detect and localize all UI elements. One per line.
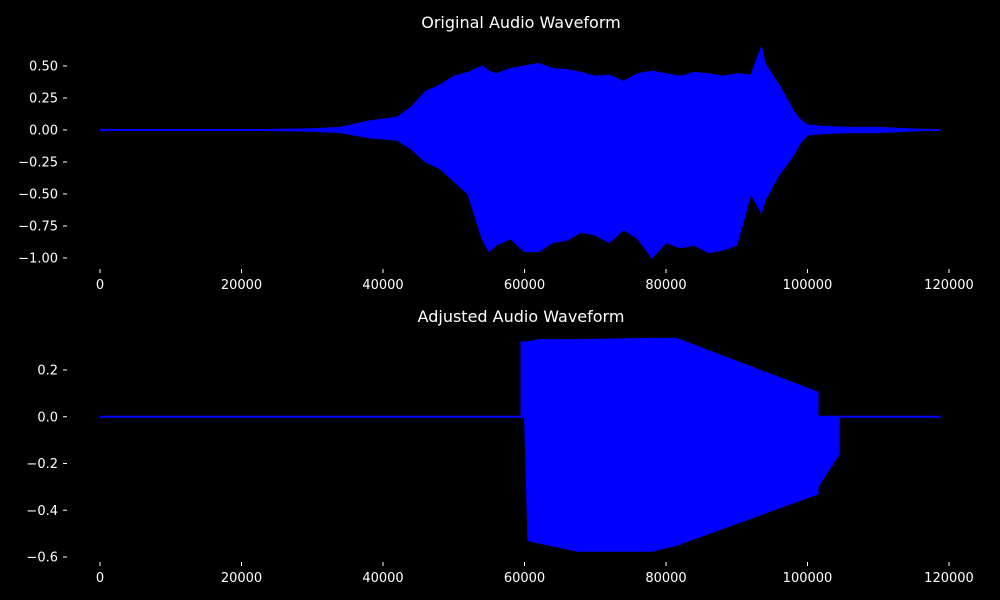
original-x-axis: 0 20000 40000 60000 80000 100000 120000	[96, 269, 974, 293]
adjusted-x-tick-label: 40000	[362, 571, 403, 586]
adjusted-x-tick-label: 0	[96, 571, 104, 586]
original-y-tick-label: −0.25	[18, 156, 58, 171]
adjusted-y-axis: 0.2 0.0 −0.2 −0.4 −0.6	[26, 364, 67, 566]
adjusted-waveform-chart: Adjusted Audio Waveform 0.2 0.0 −0.2 −0.4 −0…	[26, 307, 973, 586]
adjusted-x-tick-label: 100000	[783, 571, 833, 586]
original-y-axis: 0.50 0.25 0.00 −0.25 −0.50 −0.75 −1.00	[18, 60, 67, 267]
adjusted-x-tick-label: 60000	[504, 571, 545, 586]
adjusted-x-axis: 0 20000 40000 60000 80000 100000 120000	[96, 562, 974, 586]
original-y-tick-label: 0.50	[29, 60, 58, 75]
original-x-tick-label: 20000	[221, 278, 262, 293]
original-y-tick-label: −0.75	[18, 220, 58, 235]
adjusted-x-tick-label: 120000	[924, 571, 974, 586]
adjusted-y-tick-label: −0.4	[26, 504, 58, 519]
original-waveform-marks	[99, 45, 941, 259]
adjusted-y-tick-label: 0.2	[37, 364, 58, 379]
adjusted-y-tick-label: −0.2	[26, 457, 58, 472]
original-y-tick-label: 0.25	[29, 92, 58, 107]
original-x-tick-label: 100000	[783, 278, 833, 293]
original-y-tick-label: 0.00	[29, 124, 58, 139]
original-x-tick-label: 0	[96, 278, 104, 293]
original-x-tick-label: 80000	[645, 278, 686, 293]
adjusted-waveform-area	[100, 337, 941, 552]
adjusted-x-tick-label: 20000	[221, 571, 262, 586]
original-x-tick-label: 40000	[362, 278, 403, 293]
adjusted-waveform-title: Adjusted Audio Waveform	[418, 307, 625, 326]
original-waveform-title: Original Audio Waveform	[421, 13, 620, 32]
original-y-tick-label: −0.50	[18, 188, 58, 203]
adjusted-waveform-marks	[100, 337, 941, 552]
original-waveform-chart: Original Audio Waveform 0.50 0.25 0.00 −0.2…	[18, 13, 974, 293]
original-x-tick-label: 60000	[504, 278, 545, 293]
original-y-tick-label: −1.00	[18, 252, 58, 267]
adjusted-y-tick-label: −0.6	[26, 551, 58, 566]
adjusted-y-tick-label: 0.0	[37, 410, 58, 425]
original-x-tick-label: 120000	[924, 278, 974, 293]
adjusted-x-tick-label: 80000	[645, 571, 686, 586]
